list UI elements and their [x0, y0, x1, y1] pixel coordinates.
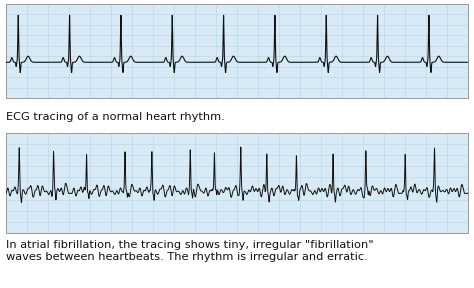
Text: In atrial fibrillation, the tracing shows tiny, irregular "fibrillation"
waves b: In atrial fibrillation, the tracing show…	[6, 240, 374, 262]
Text: ECG tracing of a normal heart rhythm.: ECG tracing of a normal heart rhythm.	[6, 112, 225, 122]
